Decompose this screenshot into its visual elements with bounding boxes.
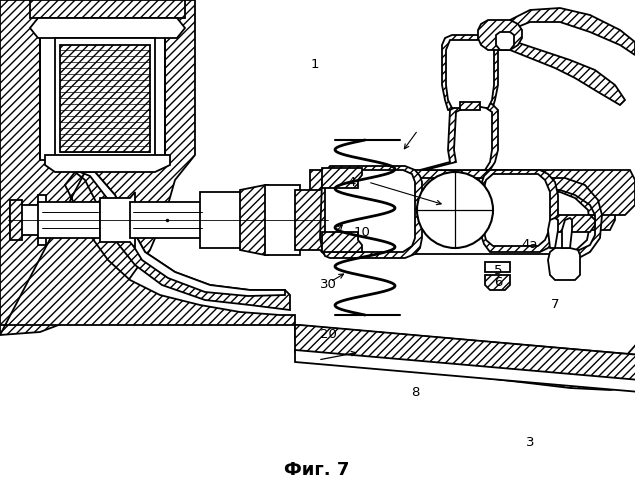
- Polygon shape: [130, 202, 205, 238]
- Polygon shape: [30, 18, 185, 38]
- Text: 20: 20: [319, 328, 337, 342]
- Polygon shape: [425, 106, 492, 170]
- Polygon shape: [553, 215, 595, 232]
- Text: 4a: 4a: [522, 238, 538, 252]
- Polygon shape: [295, 350, 635, 392]
- Polygon shape: [240, 185, 268, 255]
- Polygon shape: [510, 8, 635, 55]
- Polygon shape: [420, 102, 498, 170]
- Polygon shape: [483, 174, 550, 246]
- Text: 7: 7: [551, 298, 559, 312]
- Polygon shape: [562, 218, 572, 248]
- Polygon shape: [485, 275, 510, 290]
- Polygon shape: [496, 32, 514, 50]
- Polygon shape: [322, 168, 362, 188]
- Polygon shape: [295, 325, 635, 374]
- Polygon shape: [80, 172, 285, 296]
- Polygon shape: [45, 155, 170, 172]
- Polygon shape: [38, 202, 100, 238]
- Polygon shape: [478, 170, 558, 252]
- Polygon shape: [478, 20, 522, 50]
- Polygon shape: [446, 40, 494, 108]
- Text: 4: 4: [348, 176, 356, 188]
- Polygon shape: [295, 185, 325, 255]
- Polygon shape: [265, 185, 300, 255]
- Polygon shape: [320, 185, 615, 230]
- Polygon shape: [10, 200, 22, 240]
- Polygon shape: [548, 248, 580, 280]
- Polygon shape: [548, 218, 558, 248]
- Text: 5: 5: [494, 264, 502, 276]
- Circle shape: [417, 172, 493, 248]
- Polygon shape: [320, 166, 422, 258]
- Polygon shape: [295, 325, 635, 390]
- Text: 3: 3: [526, 436, 534, 450]
- Polygon shape: [60, 45, 150, 152]
- Polygon shape: [485, 262, 510, 272]
- Polygon shape: [442, 35, 498, 110]
- Polygon shape: [0, 172, 295, 335]
- Polygon shape: [460, 102, 480, 110]
- Polygon shape: [0, 0, 195, 335]
- Polygon shape: [510, 40, 625, 105]
- Polygon shape: [100, 192, 135, 248]
- Polygon shape: [325, 170, 415, 252]
- Polygon shape: [55, 38, 155, 160]
- Text: 6: 6: [494, 276, 502, 289]
- Text: 8: 8: [411, 386, 419, 398]
- Text: 10: 10: [354, 226, 370, 239]
- Polygon shape: [326, 192, 590, 254]
- Polygon shape: [10, 195, 46, 245]
- Polygon shape: [310, 170, 635, 215]
- Polygon shape: [322, 232, 362, 252]
- Text: Фиг. 7: Фиг. 7: [284, 461, 350, 479]
- Polygon shape: [40, 0, 165, 160]
- Polygon shape: [200, 192, 245, 248]
- Text: 30: 30: [319, 278, 337, 291]
- Text: 1: 1: [311, 58, 319, 71]
- Polygon shape: [30, 0, 185, 18]
- Polygon shape: [320, 178, 602, 260]
